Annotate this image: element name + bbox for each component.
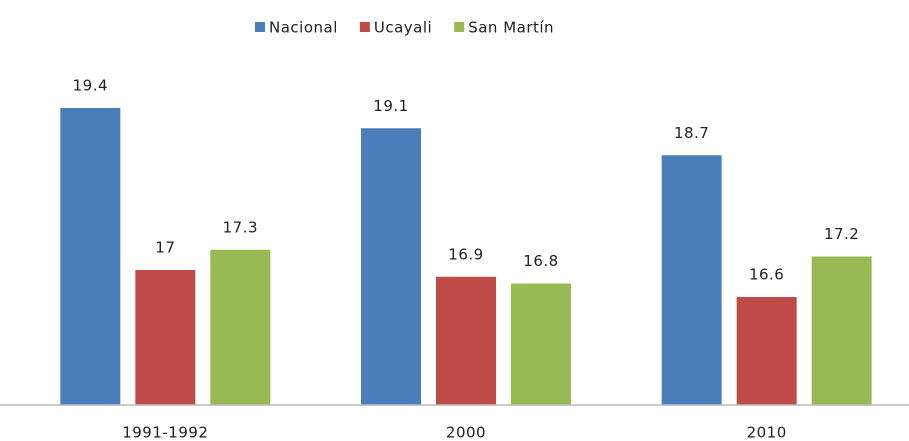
data-label: 18.7 [674,124,709,142]
bar [361,128,421,405]
data-label: 17 [155,239,175,257]
legend-swatch [359,22,370,32]
x-tick-label: 1991-1992 [122,424,208,441]
x-tick-label: 2010 [747,424,787,441]
data-label: 16.8 [523,252,558,270]
data-label: 19.4 [73,77,108,95]
data-label: 16.9 [448,245,483,263]
data-label: 17.3 [223,218,258,236]
bar [736,297,797,405]
data-label: 16.6 [749,266,784,284]
bar [436,276,496,405]
bar [210,249,271,405]
data-label: 17.2 [824,225,859,243]
bar [661,155,722,405]
legend-swatch [255,22,265,32]
x-tick-label: 2000 [446,424,486,441]
legend-label: San Martín [468,19,554,37]
legend-label: Nacional [269,19,338,37]
data-label: 19.1 [373,97,408,115]
bar [511,283,571,405]
legend-swatch [454,22,465,32]
legend-label: Ucayali [374,19,432,37]
bar [60,108,121,405]
bar [811,256,872,405]
bar [135,270,196,405]
